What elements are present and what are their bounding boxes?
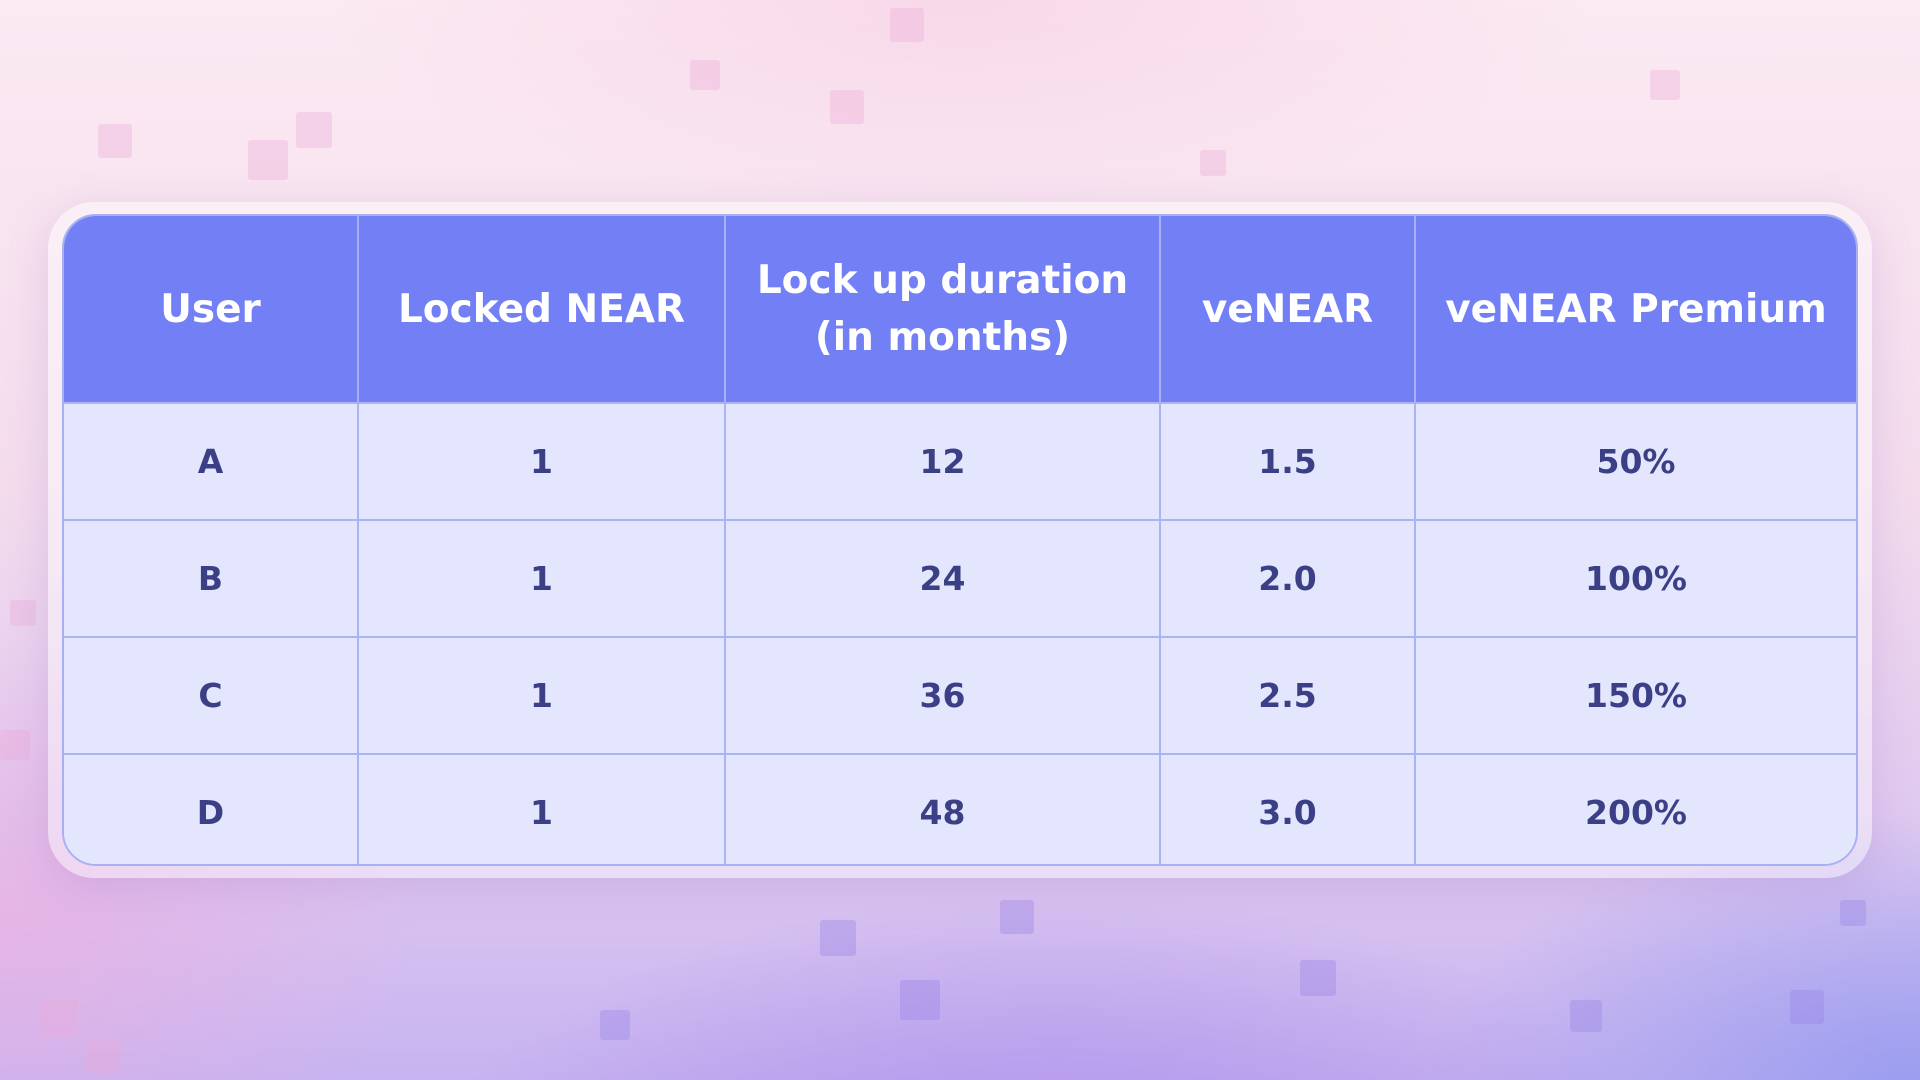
background-cube	[296, 112, 332, 148]
cell-locked-near: 1	[358, 753, 726, 864]
venear-table-container: User Locked NEAR Lock up duration (in mo…	[62, 214, 1858, 866]
cell-premium: 50%	[1415, 402, 1856, 520]
background-cube	[1790, 990, 1824, 1024]
background-cube	[86, 1040, 120, 1074]
table-body: A 1 12 1.5 50% B 1 24 2.0 100% C 1 36 2.…	[64, 402, 1856, 864]
cell-user: B	[64, 519, 359, 637]
table-row: A 1 12 1.5 50%	[64, 402, 1856, 520]
background-cube	[820, 920, 856, 956]
cell-premium: 150%	[1415, 636, 1856, 754]
background-cube	[1300, 960, 1336, 996]
header-lock-up-duration-line2: (in months)	[814, 315, 1071, 360]
background-cube	[1000, 900, 1034, 934]
table-header: User Locked NEAR Lock up duration (in mo…	[64, 216, 1856, 403]
cell-venear: 2.5	[1160, 636, 1416, 754]
background-cube	[1200, 150, 1226, 176]
table-row: C 1 36 2.5 150%	[64, 636, 1856, 754]
cell-duration: 36	[725, 636, 1161, 754]
background-cube	[830, 90, 864, 124]
cell-venear: 1.5	[1160, 402, 1416, 520]
cell-locked-near: 1	[358, 519, 726, 637]
table-row: D 1 48 3.0 200%	[64, 753, 1856, 864]
background-cube	[1570, 1000, 1602, 1032]
header-locked-near: Locked NEAR	[358, 216, 726, 403]
header-lock-up-duration-line1: Lock up duration	[756, 258, 1129, 303]
cell-user: C	[64, 636, 359, 754]
background-cube	[0, 730, 30, 760]
cell-duration: 48	[725, 753, 1161, 864]
background-cube	[10, 600, 36, 626]
header-lock-up-duration: Lock up duration (in months)	[725, 216, 1161, 403]
background-cube	[900, 980, 940, 1020]
background-cube	[600, 1010, 630, 1040]
background-cube	[1840, 900, 1866, 926]
table-row: B 1 24 2.0 100%	[64, 519, 1856, 637]
cell-venear: 3.0	[1160, 753, 1416, 864]
cell-duration: 12	[725, 402, 1161, 520]
header-venear-premium: veNEAR Premium	[1415, 216, 1856, 403]
header-venear: veNEAR	[1160, 216, 1416, 403]
background-cube	[890, 8, 924, 42]
background-cube	[690, 60, 720, 90]
cell-premium: 100%	[1415, 519, 1856, 637]
background-cube	[40, 1000, 78, 1038]
background-cube	[1650, 70, 1680, 100]
background-cube	[248, 140, 288, 180]
cell-premium: 200%	[1415, 753, 1856, 864]
cell-duration: 24	[725, 519, 1161, 637]
venear-premium-table: User Locked NEAR Lock up duration (in mo…	[64, 216, 1856, 864]
cell-user: D	[64, 753, 359, 864]
header-user: User	[64, 216, 359, 403]
background-cube	[98, 124, 132, 158]
cell-locked-near: 1	[358, 402, 726, 520]
cell-locked-near: 1	[358, 636, 726, 754]
cell-venear: 2.0	[1160, 519, 1416, 637]
header-row: User Locked NEAR Lock up duration (in mo…	[64, 216, 1856, 403]
cell-user: A	[64, 402, 359, 520]
